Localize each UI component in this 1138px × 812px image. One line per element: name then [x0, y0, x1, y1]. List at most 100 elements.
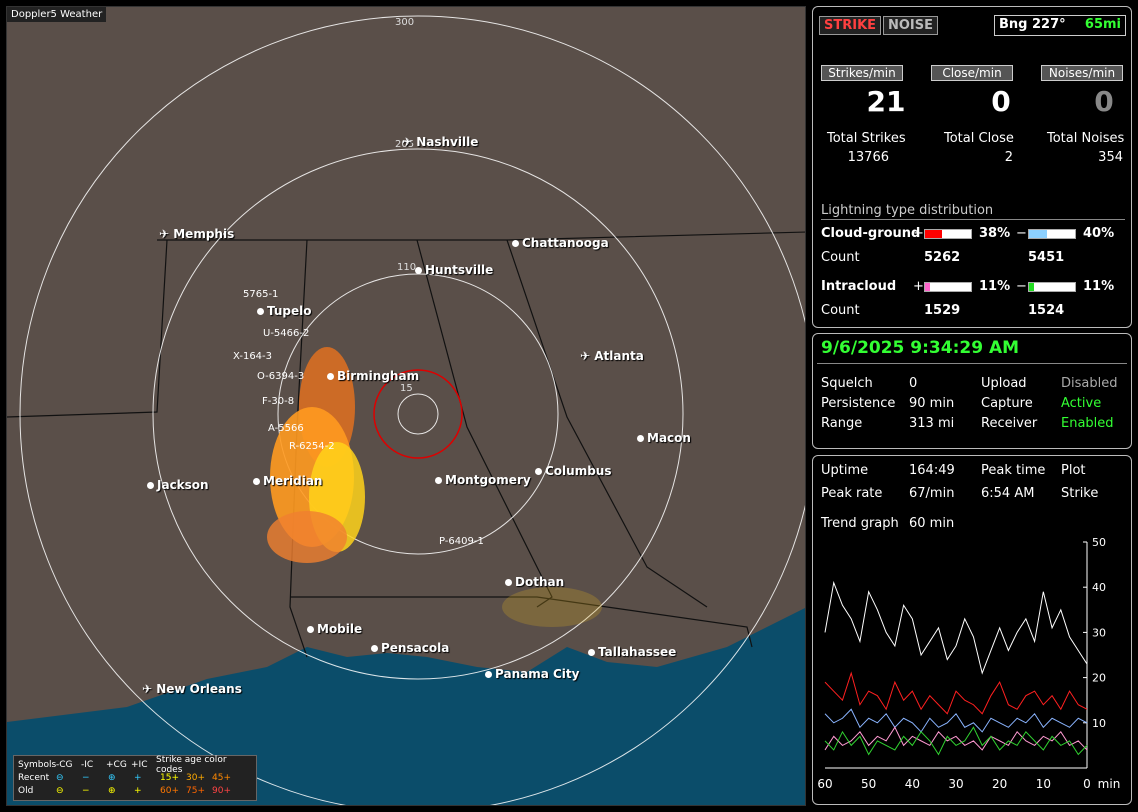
cg-negative-meter: [1028, 229, 1076, 239]
strike-tag[interactable]: U-5466-2: [263, 328, 310, 339]
city-label: Dothan: [515, 575, 565, 589]
strike-button[interactable]: STRIKE: [819, 16, 882, 35]
city-mobile: Mobile: [307, 622, 362, 636]
pos-ic-old-icon: +: [134, 785, 142, 796]
x-unit-label: min: [1098, 777, 1121, 791]
city-dot-icon: [253, 478, 260, 485]
strikes-min-header: Strikes/min: [821, 65, 903, 81]
bearing-readout: Bng 227° 65mi: [994, 15, 1126, 36]
trend-series-line-0: [824, 580, 1088, 675]
cg-positive-sign: +: [913, 226, 924, 241]
close-min-header: Close/min: [931, 65, 1013, 81]
airport-icon: ✈: [580, 349, 595, 363]
capture-value: Active: [1061, 396, 1102, 411]
receiver-label: Receiver: [981, 416, 1038, 431]
city-memphis: ✈ Memphis: [159, 227, 234, 241]
range-rings: [19, 15, 805, 805]
neg-cg-recent-icon: ⊖: [56, 772, 64, 783]
age-15-label: 15+: [160, 772, 179, 783]
age-60-label: 60+: [160, 785, 179, 796]
y-tick-label: 40: [1092, 581, 1106, 594]
strike-tag[interactable]: O-6394-3: [257, 371, 305, 382]
age-90-label: 90+: [212, 785, 231, 796]
cg-positive-pct: 38%: [979, 226, 1011, 241]
ic-negative-fill: [1029, 283, 1035, 291]
strike-tag[interactable]: R-6254-2: [289, 441, 335, 452]
ic-count-label: Count: [821, 303, 860, 318]
city-dot-icon: [637, 435, 644, 442]
y-tick-label: 10: [1092, 717, 1106, 730]
city-panama-city: Panama City: [485, 667, 579, 681]
squelch-label: Squelch: [821, 376, 873, 391]
strike-tag[interactable]: A-5566: [268, 423, 304, 434]
cg-negative-count: 5451: [1028, 250, 1065, 265]
ic-positive-pct: 11%: [979, 279, 1011, 294]
x-tick-label: 30: [948, 777, 963, 791]
ic-negative-count: 1524: [1028, 303, 1065, 318]
strike-tag[interactable]: X-164-3: [233, 351, 273, 362]
noise-button[interactable]: NOISE: [883, 16, 939, 35]
x-tick-label: 60: [817, 777, 832, 791]
city-dot-icon: [307, 626, 314, 633]
trend-graph-label: Trend graph: [821, 516, 899, 531]
uptime-label: Uptime: [821, 463, 869, 478]
strike-tag[interactable]: P-6409-1: [439, 536, 484, 547]
trend-series-line-3: [824, 726, 1088, 751]
uptime-value: 164:49: [909, 463, 955, 478]
ic-negative-pct: 11%: [1083, 279, 1115, 294]
legend-col-pos-cg: +CG: [106, 759, 127, 770]
city-dot-icon: [588, 649, 595, 656]
cg-positive-fill: [925, 230, 943, 238]
city-label: Macon: [647, 431, 691, 445]
strike-tag[interactable]: F-30-8: [262, 396, 295, 407]
map-title: Doppler5 Weather: [7, 7, 107, 22]
city-label: New Orleans: [156, 682, 242, 696]
city-label: Tupelo: [267, 304, 312, 318]
city-montgomery: Montgomery: [435, 473, 531, 487]
city-label: Panama City: [495, 667, 580, 681]
pos-cg-old-icon: ⊕: [108, 785, 116, 796]
strike-legend: Symbols -CG -IC +CG +IC Strike age color…: [13, 755, 257, 801]
ic-positive-fill: [925, 283, 931, 291]
peak-time-label: Peak time: [981, 463, 1046, 478]
city-dot-icon: [147, 482, 154, 489]
squelch-value: 0: [909, 376, 918, 391]
city-dot-icon: [371, 645, 378, 652]
neg-ic-old-icon: −: [82, 785, 90, 796]
y-tick-label: 30: [1092, 626, 1106, 639]
cg-negative-sign: −: [1016, 226, 1027, 241]
ring-label-110: 110: [397, 262, 417, 273]
city-dot-icon: [415, 267, 422, 274]
cg-count-label: Count: [821, 250, 860, 265]
plot-value: Strike: [1061, 486, 1099, 501]
city-macon: Macon: [637, 431, 691, 445]
legend-age-label: Strike age color codes: [156, 754, 227, 775]
strike-tag[interactable]: 5765-1: [243, 289, 279, 300]
strikes-min-value: 21: [866, 85, 906, 118]
city-label: Chattanooga: [522, 236, 609, 250]
total-close-value: 2: [1004, 150, 1013, 165]
radar-map[interactable]: Doppler5 Weather 300 205 110 15 ✈ Nashvi…: [6, 6, 806, 806]
age-45-label: 45+: [212, 772, 231, 783]
airport-icon: ✈: [402, 135, 417, 149]
plot-label: Plot: [1061, 463, 1086, 478]
range-label: Range: [821, 416, 863, 431]
total-close-label: Total Close: [944, 131, 1014, 146]
ic-positive-meter: [924, 282, 972, 292]
city-label: Birmingham: [337, 369, 420, 383]
neg-ic-recent-icon: −: [82, 772, 90, 783]
y-tick-label: 50: [1092, 536, 1106, 549]
ic-positive-sign: +: [913, 279, 924, 294]
city-label: Meridian: [263, 474, 323, 488]
city-label: Mobile: [317, 622, 363, 636]
legend-old-label: Old: [18, 785, 34, 796]
airport-icon: ✈: [142, 682, 157, 696]
trend-series-line-1: [824, 671, 1088, 715]
y-tick-label: 20: [1092, 672, 1106, 685]
ic-negative-sign: −: [1016, 279, 1027, 294]
close-min-value: 0: [991, 85, 1011, 118]
city-dot-icon: [505, 579, 512, 586]
distance-value: 65mi: [1084, 17, 1121, 32]
strike-cluster: [267, 347, 602, 627]
city-label: Atlanta: [594, 349, 644, 363]
